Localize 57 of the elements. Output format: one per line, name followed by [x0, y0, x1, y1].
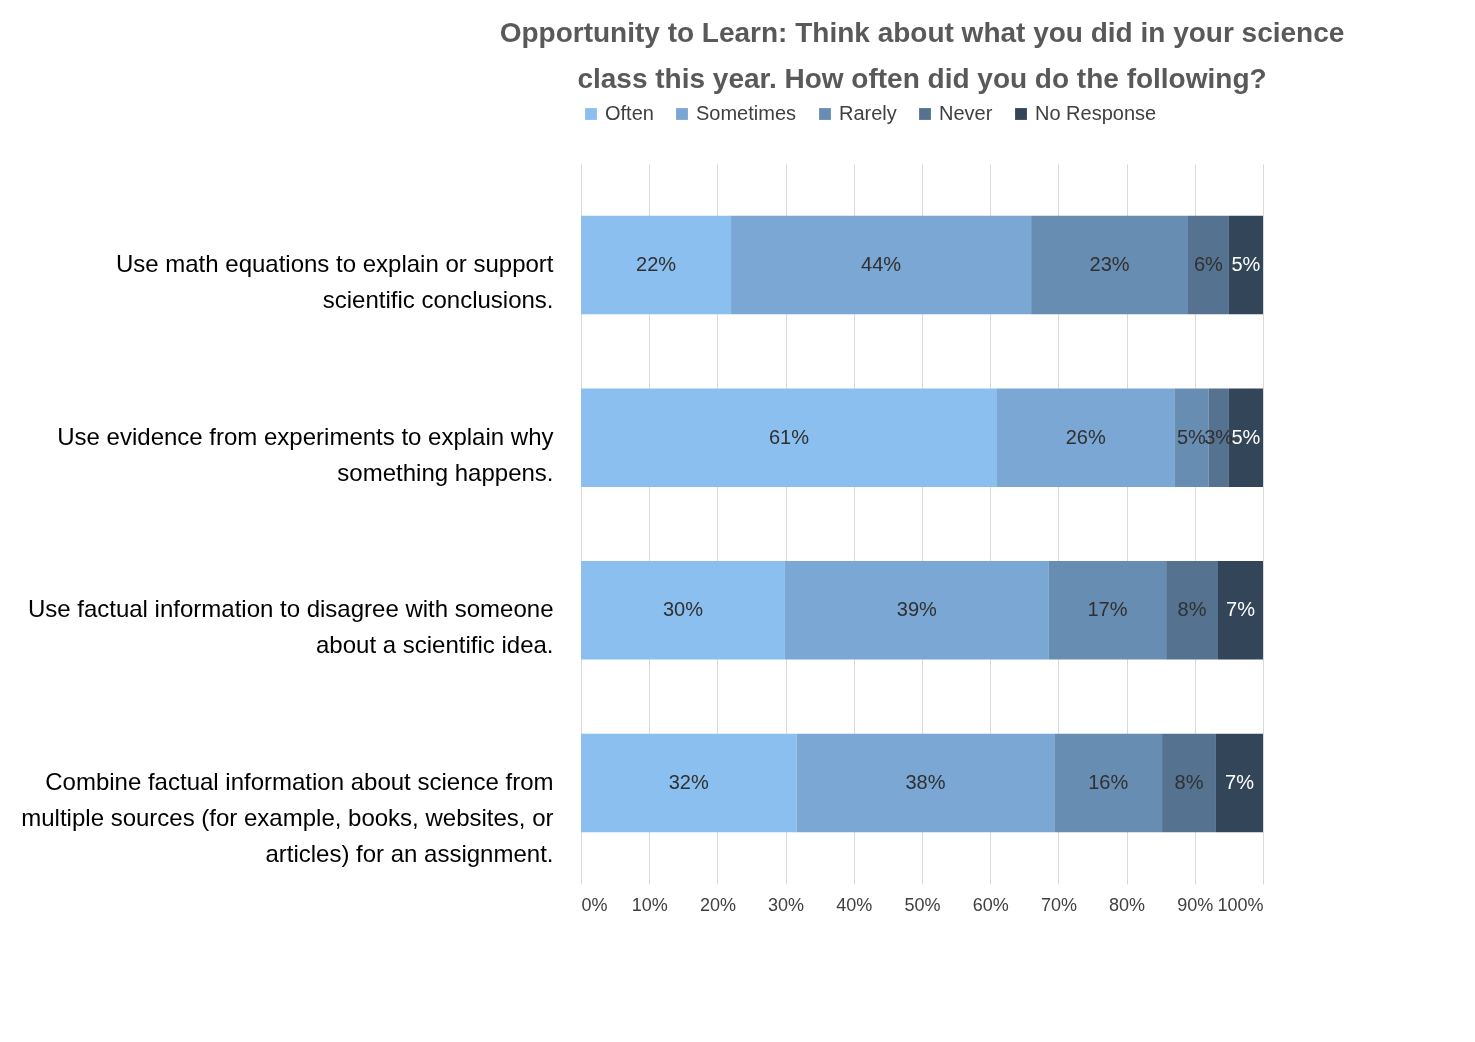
bar — [1228, 215, 1263, 315]
x-tick-label: 0% — [581, 894, 608, 915]
data-label: 5% — [1231, 253, 1261, 276]
data-label: 38% — [905, 770, 946, 793]
data-label: 61% — [768, 425, 810, 448]
bar — [1187, 215, 1229, 315]
data-label: 6% — [1193, 253, 1224, 276]
bar — [796, 733, 1055, 833]
bar — [1031, 215, 1188, 315]
x-tick-label: 90% — [1177, 894, 1214, 915]
bar — [1048, 561, 1167, 660]
data-label: 44% — [861, 253, 902, 276]
data-label: 23% — [1089, 253, 1130, 276]
bar — [1215, 733, 1263, 833]
data-label: 17% — [1087, 598, 1128, 621]
x-tick-label: 40% — [836, 894, 873, 915]
data-label: 7% — [1226, 598, 1256, 621]
bar — [581, 561, 785, 660]
data-label: 30% — [662, 598, 704, 621]
data-label: 8% — [1177, 598, 1207, 621]
bar — [1162, 733, 1216, 833]
bar — [784, 561, 1049, 660]
data-label: 26% — [1065, 425, 1106, 448]
y-tick-label: Use evidence from experiments to explain why something happens. — [57, 422, 554, 486]
x-tick-label: 20% — [699, 894, 736, 915]
chart-title: Opportunity to Learn: Think about what you did in your science class this year. How often did you do the following? — [499, 17, 1345, 94]
data-label: 5% — [1231, 425, 1261, 448]
legend-label: Rarely — [839, 102, 897, 124]
y-tick-label: Use math equations to explain or support scientific conclusions. — [115, 250, 554, 314]
x-tick-label: 10% — [631, 894, 668, 915]
legend-label: No Response — [1035, 102, 1157, 124]
x-tick-label: 60% — [972, 894, 1009, 915]
x-tick-label: 50% — [904, 894, 941, 915]
legend-label: Sometimes — [696, 102, 797, 124]
bar — [1054, 733, 1163, 833]
data-label: 16% — [1088, 770, 1129, 793]
data-label: 32% — [668, 770, 709, 793]
bar — [731, 215, 1032, 315]
x-tick-label: 100% — [1217, 894, 1264, 915]
data-label: 7% — [1225, 770, 1255, 793]
legend-label: Never — [939, 102, 993, 124]
bar — [581, 388, 998, 487]
bar — [1217, 561, 1263, 660]
bar — [997, 388, 1175, 487]
y-tick-label: Combine factual information about science from multiple sources (for example, books, websites, or articles) for an assignment. — [21, 767, 554, 867]
x-tick-label: 30% — [768, 894, 805, 915]
data-label: 22% — [636, 253, 677, 276]
bar — [581, 215, 732, 315]
bar — [581, 733, 797, 833]
data-label: 8% — [1174, 770, 1204, 793]
y-tick-label: Use factual information to disagree with someone about a scientific idea. — [27, 595, 554, 659]
x-tick-label: 70% — [1040, 894, 1077, 915]
bar — [1166, 561, 1218, 660]
data-label: 39% — [896, 598, 938, 621]
x-tick-label: 80% — [1109, 894, 1146, 915]
legend-label: Often — [605, 102, 654, 124]
data-label: 3% — [1204, 425, 1234, 448]
